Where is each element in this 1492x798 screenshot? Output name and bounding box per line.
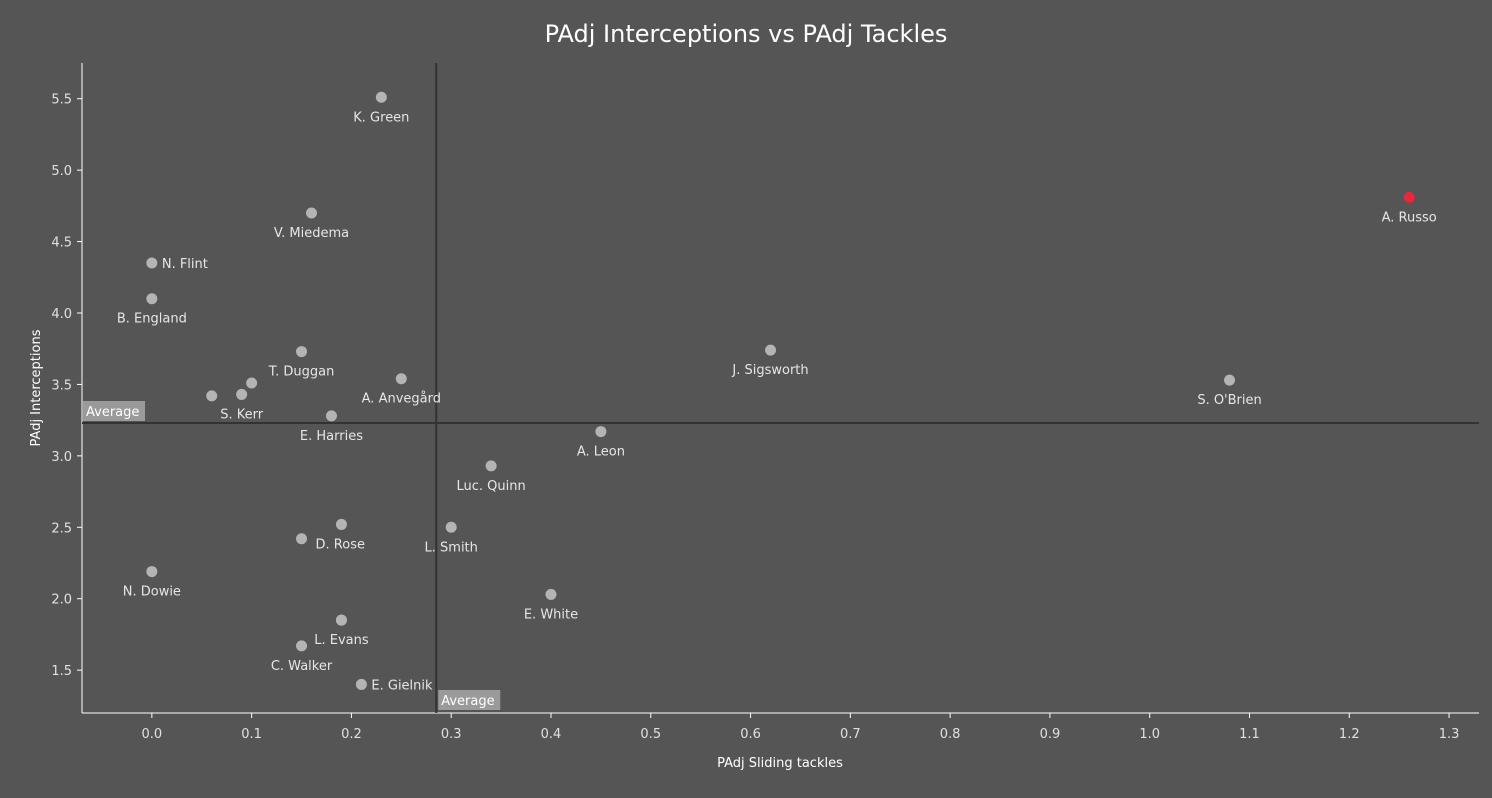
point-label: B. England (117, 312, 187, 327)
point-label: D. Rose (316, 538, 365, 553)
y-tick-label: 4.0 (51, 307, 72, 322)
data-point (306, 207, 318, 219)
data-point (296, 640, 308, 652)
y-ticks: 1.5 2.0 2.5 3.0 3.5 4.0 4.5 5.0 5.5 (51, 93, 82, 679)
average-y-tag: Average (86, 405, 139, 420)
data-point (375, 91, 387, 103)
x-tick-label: 0.9 (1040, 727, 1061, 742)
data-point (146, 566, 158, 578)
data-point (206, 390, 218, 402)
point-label: A. Russo (1382, 210, 1437, 225)
y-tick-label: 5.0 (51, 164, 72, 179)
point-label: A. Anvegård (362, 392, 441, 407)
point-labels: K. Green A. Russo V. Miedema N. Flint B. Eng… (117, 110, 1437, 693)
x-tick-label: 1.2 (1339, 727, 1360, 742)
average-x-tag: Average (441, 694, 494, 709)
point-label: V. Miedema (274, 226, 349, 241)
data-point (335, 518, 347, 530)
data-point (545, 588, 557, 600)
data-point (236, 388, 248, 400)
point-label: E. Harries (300, 429, 363, 444)
x-tick-label: 0.1 (241, 727, 262, 742)
x-tick-label: 0.5 (640, 727, 661, 742)
y-tick-label: 5.5 (51, 93, 72, 108)
chart-title: PAdj Interceptions vs PAdj Tackles (544, 20, 948, 48)
point-label: T. Duggan (268, 365, 335, 380)
x-tick-label: 1.1 (1239, 727, 1260, 742)
data-point (246, 377, 258, 389)
y-axis-title: PAdj Interceptions (29, 329, 44, 446)
point-label: A. Leon (577, 445, 625, 460)
x-ticks: 0.0 0.1 0.2 0.3 0.4 0.5 0.6 0.7 0.8 0.9 1.0 1.1 1.2 1… (142, 713, 1460, 742)
data-point (355, 678, 367, 690)
average-y-tag-bg (83, 401, 145, 421)
point-label: S. Kerr (220, 407, 264, 422)
point-label: C. Walker (271, 659, 333, 674)
point-label: L. Smith (425, 540, 478, 555)
x-tick-label: 0.8 (940, 727, 961, 742)
data-point (595, 426, 607, 438)
y-tick-label: 4.5 (51, 236, 72, 251)
point-label: L. Evans (314, 633, 369, 648)
point-label: N. Flint (162, 257, 208, 272)
point-label: E. White (524, 607, 578, 622)
point-label: J. Sigsworth (731, 363, 808, 378)
y-tick-label: 3.5 (51, 378, 72, 393)
data-point (146, 257, 158, 269)
data-point (146, 293, 158, 305)
point-label: K. Green (353, 110, 409, 125)
y-tick-label: 2.5 (51, 521, 72, 536)
data-point (325, 410, 337, 422)
x-tick-label: 0.3 (441, 727, 462, 742)
data-point (1224, 374, 1236, 386)
data-point (395, 373, 407, 385)
data-point (296, 346, 308, 358)
y-tick-label: 2.0 (51, 593, 72, 608)
x-tick-label: 0.7 (840, 727, 861, 742)
data-point (765, 344, 777, 356)
point-label: N. Dowie (123, 585, 181, 600)
x-axis-title: PAdj Sliding tackles (717, 756, 843, 771)
x-tick-label: 0.2 (341, 727, 362, 742)
point-label: S. O'Brien (1197, 393, 1261, 408)
x-tick-label: 1.3 (1439, 727, 1460, 742)
point-label: Luc. Quinn (457, 479, 526, 494)
x-tick-label: 1.0 (1139, 727, 1160, 742)
x-tick-label: 0.0 (142, 727, 163, 742)
data-point (296, 533, 308, 545)
data-points (146, 91, 1415, 690)
data-point (335, 614, 347, 626)
x-tick-label: 0.4 (541, 727, 562, 742)
axes (81, 63, 1479, 714)
y-tick-label: 1.5 (51, 664, 72, 679)
point-label: E. Gielnik (371, 678, 433, 693)
x-tick-label: 0.6 (740, 727, 761, 742)
data-point (485, 460, 497, 472)
average-lines: Average Average (82, 63, 1479, 713)
average-x-tag-bg (438, 690, 501, 710)
highlight-point (1403, 191, 1415, 203)
data-point (445, 521, 457, 533)
y-tick-label: 3.0 (51, 450, 72, 465)
